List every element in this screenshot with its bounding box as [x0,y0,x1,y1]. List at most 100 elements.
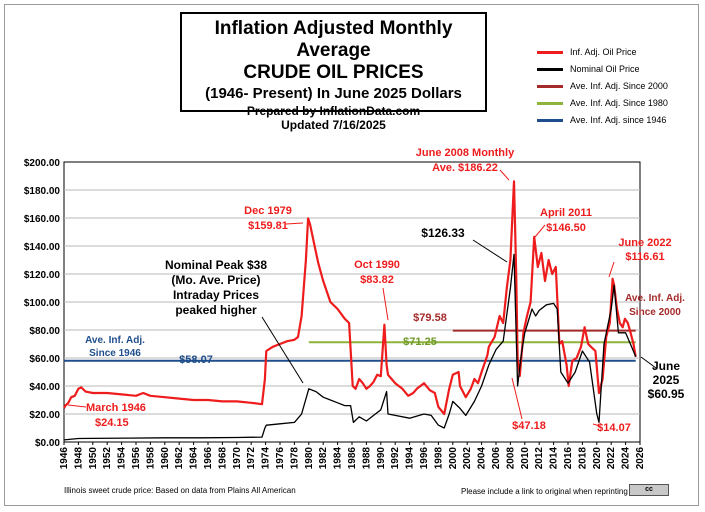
legend-label: Ave. Inf. Adj. Since 2000 [570,81,668,91]
x-tick-label: 1990 [376,447,387,470]
annotation-leader [499,169,510,181]
chart-annotation: June 2022 [618,237,671,249]
x-tick-label: 1978 [289,447,300,470]
x-tick-label: 1996 [419,447,430,470]
chart-annotation: $126.33 [421,226,465,240]
y-tick-label: $60.00 [29,354,60,365]
annotation-leader [640,356,657,369]
x-tick-label: 1948 [73,447,84,470]
x-tick-label: 1946 [59,447,70,470]
chart-annotation: $79.58 [413,312,447,324]
x-tick-label: 1974 [261,447,272,470]
x-tick-label: 1956 [131,447,142,470]
x-tick-label: 1988 [361,447,372,470]
chart-annotation: peaked higher [175,303,257,317]
annotation-leader [285,222,304,225]
chart-annotation: $14.07 [597,422,631,434]
x-tick-label: 2006 [491,447,502,470]
legend-swatch [537,68,563,71]
chart-annotation: Intraday Prices [173,288,259,302]
x-tick-label: 1976 [275,447,286,470]
chart-annotation: Ave. Inf. Adj. [625,293,685,304]
x-tick-label: 1984 [333,447,344,470]
chart-subtitle: (1946- Present) In June 2025 Dollars [205,85,462,102]
chart-annotation: $24.15 [95,417,129,429]
legend-item: Inf. Adj. Oil Price [537,44,687,61]
reprint-note: Please include a link to original when r… [461,487,628,496]
x-tick-label: 2024 [621,447,632,470]
y-tick-label: $120.00 [24,270,61,281]
legend-swatch [537,119,563,122]
y-tick-label: $180.00 [24,186,61,197]
annotation-leader [67,404,87,408]
annotation-leader [511,377,523,420]
chart-annotation: June 2008 Monthly [416,147,515,159]
x-tick-label: 1960 [160,447,171,470]
x-tick-label: 2000 [448,447,459,470]
chart-annotation: Since 2000 [629,307,681,318]
chart-annotation: June [652,359,680,373]
y-tick-label: $40.00 [29,382,60,393]
x-tick-label: 2010 [520,447,531,470]
annotation-leader [382,287,389,321]
chart-credit: Prepared by InflationData.com [246,104,421,118]
annotation-leader [592,423,601,427]
chart-annotation: $116.61 [625,251,664,263]
annotation-leader [534,224,546,238]
legend-item: Ave. Inf. Adj. Since 2000 [537,78,687,95]
chart-annotation: Dec 1979 [244,205,292,217]
y-tick-label: $100.00 [24,298,61,309]
source-note: Illinois sweet crude price: Based on dat… [64,486,296,495]
x-tick-label: 2016 [563,447,574,470]
x-tick-label: 1964 [189,447,200,470]
x-tick-label: 2002 [462,447,473,470]
x-tick-label: 1966 [203,447,214,470]
legend-item: Nominal Oil Price [537,61,687,78]
figure-border [4,4,699,506]
creative-commons-badge[interactable]: cc [629,484,669,496]
legend-label: Ave. Inf. Adj. since 1946 [570,115,667,125]
inflation-adjusted-price-line [63,180,637,416]
x-tick-label: 1962 [174,447,185,470]
chart-legend: Inf. Adj. Oil Price Nominal Oil Price Av… [537,44,687,129]
chart-annotation: Ave. Inf. Adj. [85,335,145,346]
x-tick-label: 1980 [304,447,315,470]
nominal-price-line [63,253,637,441]
chart-annotation: April 2011 [540,207,592,219]
annotation-leader [472,239,508,263]
legend-swatch [537,102,563,105]
legend-label: Inf. Adj. Oil Price [570,47,637,57]
x-tick-label: 1994 [405,447,416,470]
chart-annotation: $146.50 [546,222,586,234]
chart-annotation: Oct 1990 [354,259,400,271]
y-tick-label: $140.00 [24,242,61,253]
x-tick-label: 2008 [505,447,516,470]
x-tick-label: 1950 [88,447,99,470]
chart-annotation: 2025 [653,373,680,387]
chart-annotation: $71.25 [403,336,437,348]
y-tick-label: $200.00 [24,158,61,169]
chart-title-line1: Inflation Adjusted Monthly Average [214,18,453,61]
legend-label: Ave. Inf. Adj. Since 1980 [570,98,668,108]
legend-item: Ave. Inf. Adj. Since 1980 [537,95,687,112]
legend-swatch [537,51,563,54]
x-tick-label: 1982 [318,447,329,470]
annotation-leader [261,316,304,384]
chart-annotation: (Mo. Ave. Price) [171,273,260,287]
x-tick-label: 2012 [534,447,545,470]
chart-title-box: Inflation Adjusted Monthly Average CRUDE… [180,12,487,132]
x-tick-label: 1970 [232,447,243,470]
x-tick-label: 1954 [117,447,128,470]
chart-annotation: $83.82 [360,274,394,286]
chart-annotation: $58.07 [179,354,213,366]
legend-swatch [537,85,563,88]
x-tick-label: 1952 [102,447,113,470]
x-tick-label: 1992 [390,447,401,470]
x-tick-label: 2020 [592,447,603,470]
legend-item: Ave. Inf. Adj. since 1946 [537,112,687,129]
chart-annotation: Ave. $186.22 [432,162,498,174]
y-tick-label: $80.00 [29,326,60,337]
x-tick-label: 1986 [347,447,358,470]
x-tick-label: 2018 [577,447,588,470]
